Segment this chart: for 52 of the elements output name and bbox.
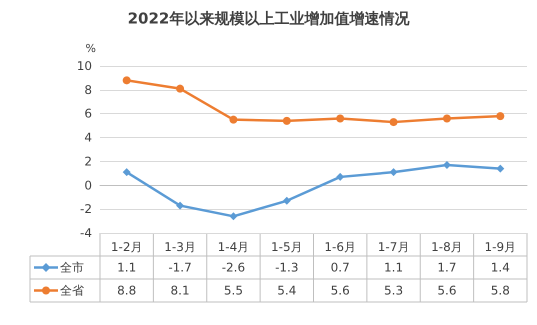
x-tick-label: 1-3月: [164, 240, 196, 254]
data-label: -2.6: [222, 260, 246, 274]
y-tick-label: 6: [84, 106, 92, 121]
point: [390, 118, 398, 126]
x-tick-label: 1-6月: [324, 240, 356, 254]
data-label: 5.8: [490, 284, 510, 298]
data-label: -1.7: [168, 260, 192, 274]
y-tick-label: -4: [80, 226, 92, 240]
data-label: 5.6: [437, 284, 456, 298]
data-label: 8.8: [117, 284, 136, 298]
data-label: -1.3: [275, 260, 299, 274]
point: [229, 116, 238, 124]
data-label: 1.1: [117, 260, 136, 274]
point: [229, 212, 238, 220]
point: [496, 164, 504, 173]
point: [176, 202, 184, 210]
y-tick-label: -2: [80, 202, 92, 216]
data-label: 5.6: [330, 284, 350, 298]
data-label: 5.5: [224, 284, 243, 298]
data-label: 5.4: [277, 284, 296, 298]
y-axis-title: %: [86, 42, 96, 55]
chart-title: 2022年以来规模以上工业增加值增速情况: [128, 10, 410, 28]
x-tick-label: 1-4月: [218, 240, 250, 254]
data-label: 1.1: [384, 260, 404, 274]
data-label: 8.1: [170, 284, 190, 298]
point: [282, 196, 291, 205]
data-label: 1.4: [490, 260, 510, 274]
y-tick-label: 8: [84, 82, 92, 97]
point: [176, 84, 184, 93]
x-tick-label: 1-2月: [110, 240, 142, 254]
x-tick-label: 1-8月: [431, 240, 463, 254]
point: [442, 161, 451, 170]
data-label: 5.3: [384, 284, 404, 298]
point: [122, 168, 131, 176]
point: [122, 76, 131, 84]
y-tick-label: 2: [84, 154, 92, 168]
point: [336, 114, 344, 122]
x-tick-label: 1-7月: [378, 240, 410, 254]
point: [442, 114, 451, 122]
legend-label: 全市: [60, 260, 84, 274]
legend-label: 全省: [60, 284, 84, 298]
point: [390, 168, 398, 176]
y-tick-label: 10: [76, 59, 92, 73]
x-tick-label: 1-9月: [484, 240, 516, 254]
point: [282, 116, 291, 125]
data-label: 1.7: [437, 260, 456, 274]
y-tick-label: 0: [84, 178, 92, 192]
y-tick-label: 4: [84, 130, 92, 145]
x-tick-label: 1-5月: [271, 240, 303, 254]
point: [496, 112, 504, 120]
data-label: 0.7: [330, 260, 350, 274]
point: [336, 172, 344, 181]
